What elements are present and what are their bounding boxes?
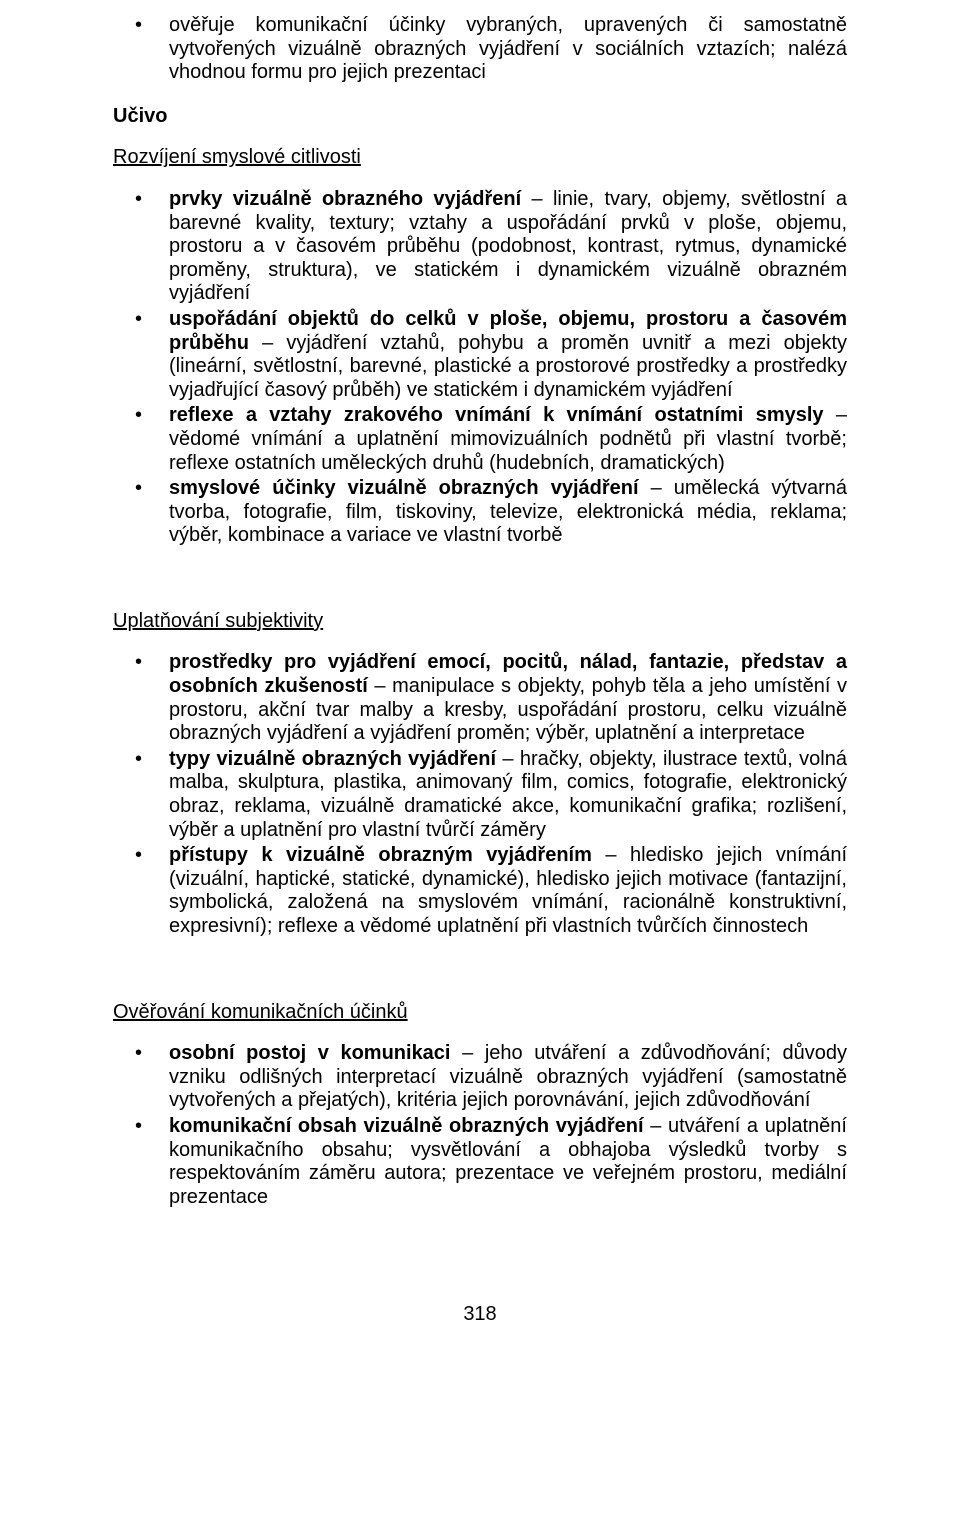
list-item-term: reflexe a vztahy zrakového vnímání k vní… — [169, 404, 824, 426]
list-item-term: typy vizuálně obrazných vyjádření — [169, 748, 496, 770]
section-heading-2: Uplatňování subjektivity — [113, 610, 847, 634]
ucivo-heading: Učivo — [113, 105, 847, 129]
list-item-term: prvky vizuálně obrazného vyjádření — [169, 188, 521, 210]
list-item: ověřuje komunikační účinky vybraných, up… — [169, 14, 847, 87]
list-item: osobní postoj v komunikaci – jeho utváře… — [169, 1042, 847, 1115]
list-item-term: smyslové účinky vizuálně obrazných vyjád… — [169, 477, 639, 499]
section-heading-1: Rozvíjení smyslové citlivosti — [113, 146, 847, 170]
list-item: komunikační obsah vizuálně obrazných vyj… — [169, 1115, 847, 1211]
list-item-term: osobní postoj v komunikaci — [169, 1042, 451, 1064]
document-page: ověřuje komunikační účinky vybraných, up… — [0, 0, 960, 1327]
list-item: uspořádání objektů do celků v ploše, obj… — [169, 308, 847, 404]
list-item: smyslové účinky vizuálně obrazných vyjád… — [169, 477, 847, 550]
section-gap — [113, 568, 847, 594]
section3-bullet-list: osobní postoj v komunikaci – jeho utváře… — [113, 1042, 847, 1211]
list-item-desc: – vyjádření vztahů, pohybu a proměn uvni… — [169, 332, 847, 401]
list-item-term: přístupy k vizuálně obrazným vyjádřením — [169, 844, 592, 866]
list-item: typy vizuálně obrazných vyjádření – hrač… — [169, 748, 847, 844]
list-item: prostředky pro vyjádření emocí, pocitů, … — [169, 651, 847, 747]
list-item: prvky vizuálně obrazného vyjádření – lin… — [169, 188, 847, 308]
top-bullet-list: ověřuje komunikační účinky vybraných, up… — [113, 14, 847, 87]
list-item: reflexe a vztahy zrakového vnímání k vní… — [169, 404, 847, 477]
section-gap — [113, 959, 847, 985]
section-heading-3: Ověřování komunikačních účinků — [113, 1001, 847, 1025]
page-number: 318 — [113, 1303, 847, 1327]
list-item-term: komunikační obsah vizuálně obrazných vyj… — [169, 1115, 644, 1137]
section1-bullet-list: prvky vizuálně obrazného vyjádření – lin… — [113, 188, 847, 550]
list-item: přístupy k vizuálně obrazným vyjádřením … — [169, 844, 847, 940]
section2-bullet-list: prostředky pro vyjádření emocí, pocitů, … — [113, 651, 847, 940]
